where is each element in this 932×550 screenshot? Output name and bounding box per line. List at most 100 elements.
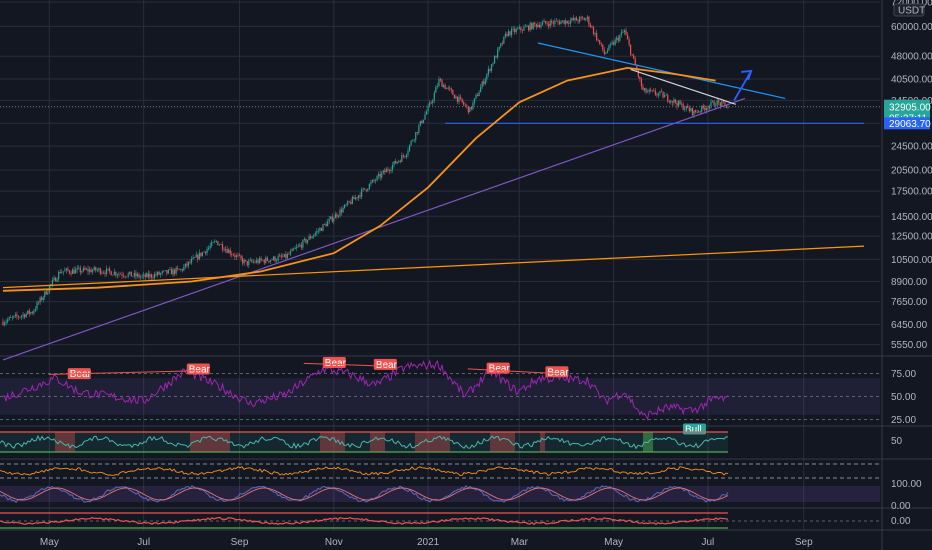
candle-body-467 <box>724 101 726 105</box>
price-axis-label: 60000.00 <box>891 22 932 33</box>
rsi-signal-label-bear: Bear <box>70 369 92 380</box>
candle-body-446 <box>691 108 694 115</box>
candle-body-171 <box>266 257 268 261</box>
candle-body-217 <box>337 215 340 217</box>
candle-body-273 <box>424 114 426 120</box>
candle-body-211 <box>328 218 330 222</box>
candle-body-299 <box>464 104 466 106</box>
candle-body-69 <box>109 268 111 272</box>
candle-body-385 <box>597 40 599 41</box>
candle-body-357 <box>554 20 556 24</box>
candle-body-373 <box>578 17 581 22</box>
candle-body-388 <box>602 44 604 51</box>
candle-body-65 <box>102 272 105 274</box>
rsi-divergence-line-0 <box>48 370 198 375</box>
candle-body-72 <box>113 271 115 276</box>
candle-body-433 <box>671 101 673 103</box>
candle-body-324 <box>503 36 505 44</box>
candle-body-320 <box>497 49 499 58</box>
candle-body-254 <box>395 161 397 164</box>
candle-body-301 <box>467 105 469 113</box>
candle-body-243 <box>378 173 380 177</box>
candle-body-152 <box>237 255 239 256</box>
candle-body-95 <box>149 274 151 278</box>
candle-body-123 <box>192 257 194 259</box>
candle-body-210 <box>327 221 329 227</box>
rsi-signal-badge-bear <box>322 357 346 369</box>
candle-body-113 <box>177 267 179 269</box>
rsi-signal-badge-bear <box>545 366 569 378</box>
time-axis-label: Nov <box>325 537 343 548</box>
price-axis-label: 10500.00 <box>891 255 932 266</box>
candle-body-194 <box>302 239 304 248</box>
rsi-divergence-line-2 <box>303 362 385 367</box>
rsi-signal-label-bear: Bear <box>376 360 398 371</box>
candle-body-453 <box>702 105 704 108</box>
stochastic-panel[interactable] <box>0 463 880 504</box>
candle-body-444 <box>688 108 690 112</box>
candle-body-131 <box>204 251 207 254</box>
candle-body-56 <box>88 269 91 272</box>
moving-average-line <box>2 66 716 292</box>
candle-body-54 <box>85 268 88 270</box>
candle-body-74 <box>116 274 118 276</box>
candle-body-271 <box>421 120 423 124</box>
candle-body-135 <box>211 242 213 246</box>
candle-body-163 <box>254 261 256 263</box>
candle-body-455 <box>705 108 707 111</box>
price-axis-label: 12500.00 <box>891 232 932 243</box>
candle-body-275 <box>427 105 429 112</box>
candle-body-109 <box>170 269 173 275</box>
price-axis-label: 6450.00 <box>891 320 928 331</box>
candle-body-216 <box>336 214 338 217</box>
candle-body-85 <box>133 272 135 277</box>
rsi-divergence-line-4 <box>467 368 557 374</box>
candle-body-370 <box>574 17 576 21</box>
candle-body-108 <box>169 269 171 270</box>
candle-body-319 <box>495 56 497 58</box>
candle-body-247 <box>384 170 386 173</box>
candle-body-411 <box>637 70 639 77</box>
rsi-panel[interactable]: Bear Bear Bear Bear Bear Bear Bull <box>0 357 880 436</box>
candle-body-167 <box>260 258 262 261</box>
candle-body-150 <box>234 255 236 257</box>
candle-body-397 <box>616 37 618 40</box>
candle-body-291 <box>452 90 454 95</box>
candle-body-286 <box>444 84 446 89</box>
candle-body-191 <box>297 245 299 247</box>
candle-body-9 <box>16 314 18 317</box>
candle-body-383 <box>594 32 596 34</box>
price-panel[interactable] <box>0 14 880 361</box>
candle-body-5 <box>10 317 12 318</box>
candle-body-59 <box>93 267 95 271</box>
candle-body-177 <box>276 260 278 262</box>
candle-body-203 <box>316 231 318 234</box>
candle-body-295 <box>458 96 460 102</box>
candle-body-253 <box>393 161 395 165</box>
candle-body-127 <box>198 252 200 260</box>
candle-body-342 <box>531 23 533 30</box>
candle-body-104 <box>163 270 165 272</box>
candle-body-344 <box>534 22 536 25</box>
candle-body-452 <box>701 105 703 112</box>
candle-body-96 <box>150 274 153 278</box>
candle-body-111 <box>173 269 176 274</box>
candle-body-415 <box>643 88 646 91</box>
candle-body-289 <box>449 87 451 89</box>
candle-body-23 <box>37 302 40 304</box>
oscillator-panel[interactable] <box>0 431 728 453</box>
candle-body-363 <box>563 20 565 25</box>
candle-body-42 <box>67 268 69 271</box>
candle-body-437 <box>677 100 680 107</box>
candle-body-148 <box>231 254 233 255</box>
candle-body-367 <box>569 20 571 24</box>
candle-body-61 <box>96 269 98 271</box>
rsi-signal-label-bear: Bear <box>189 365 211 376</box>
rsi-signal-label-bear: Bear <box>547 367 569 378</box>
candle-body-132 <box>206 249 208 254</box>
macd-panel[interactable] <box>0 512 880 529</box>
projection-arrow-shaft <box>733 70 752 101</box>
stoch-axis-label: 0.00 <box>891 501 911 512</box>
